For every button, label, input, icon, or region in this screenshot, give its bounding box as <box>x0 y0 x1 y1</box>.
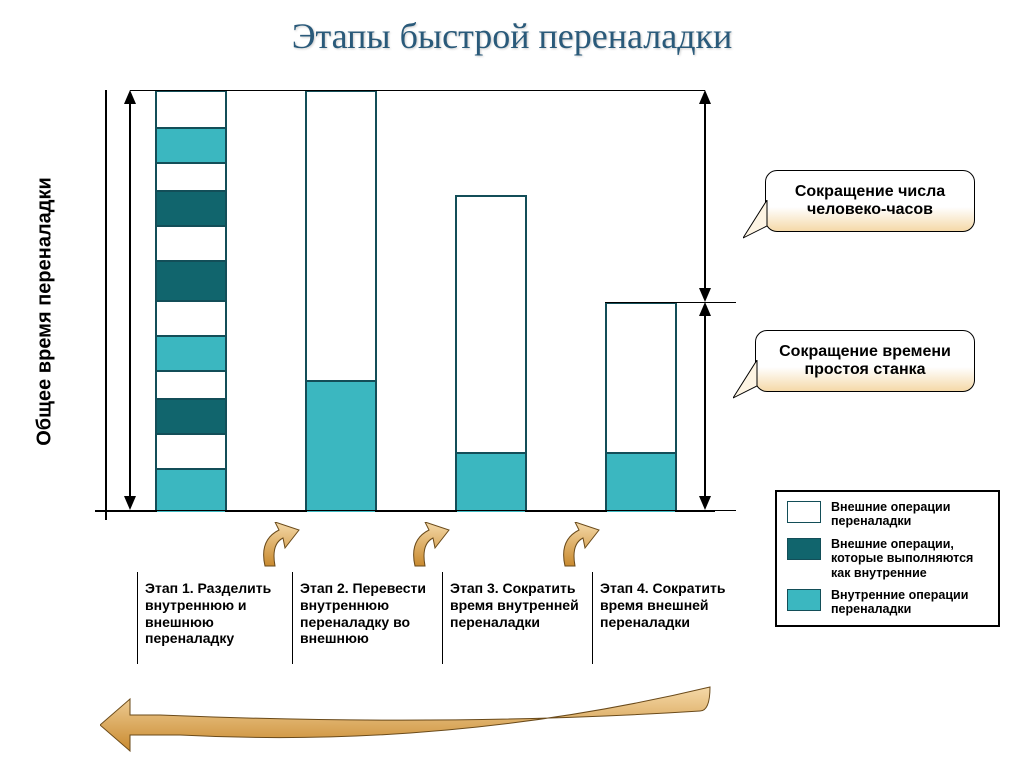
bar-1 <box>155 90 227 510</box>
legend-label: Внутренние операции переналадки <box>831 588 988 617</box>
legend-item: Внутренние операции переналадки <box>787 588 988 617</box>
bar-segment <box>457 452 525 512</box>
bar-segment <box>157 433 225 468</box>
bar-segment <box>157 127 225 162</box>
bar-segment <box>157 335 225 370</box>
bar-3 <box>455 195 527 510</box>
stage-label-2: Этап 2. Перевести внутреннюю переналадку… <box>300 580 440 647</box>
stage-label-3: Этап 3. Сократить время внутренней перен… <box>450 580 590 630</box>
stage-label-4: Этап 4. Сократить время внешней перенала… <box>600 580 740 630</box>
bar-segment <box>157 300 225 335</box>
x-tick <box>592 572 593 664</box>
bar-segment <box>607 452 675 512</box>
legend-swatch <box>787 538 821 560</box>
x-tick <box>137 572 138 664</box>
lead-line <box>130 510 736 511</box>
lead-line <box>605 302 736 303</box>
bar-segment <box>457 197 525 452</box>
bar-4 <box>605 302 677 510</box>
lead-line <box>130 90 705 91</box>
callout-2: Сокращение времени простоя станка <box>755 330 975 392</box>
transition-arrow-1 <box>255 522 310 579</box>
stage-label-1: Этап 1. Разделить внутреннюю и внешнюю п… <box>145 580 285 647</box>
bar-segment <box>157 370 225 398</box>
x-tick <box>442 572 443 664</box>
callout-tail <box>733 360 759 405</box>
legend-item: Внешние операции, которые выполняются ка… <box>787 537 988 580</box>
bar-segment <box>157 225 225 260</box>
bar-segment <box>157 162 225 190</box>
callout-1: Сокращение числа человеко-часов <box>765 170 975 232</box>
legend-swatch <box>787 589 821 611</box>
bar-segment <box>157 398 225 433</box>
page-title: Этапы быстрой переналадки <box>0 15 1024 57</box>
feedback-arrow-shape <box>100 685 740 760</box>
y-axis <box>105 90 107 520</box>
bar-segment <box>307 380 375 512</box>
transition-arrow-3 <box>555 522 610 579</box>
legend-swatch <box>787 501 821 523</box>
legend-item: Внешние операции переналадки <box>787 500 988 529</box>
transition-arrow-2 <box>405 522 460 579</box>
x-tick <box>292 572 293 664</box>
bar-segment <box>157 260 225 300</box>
bar-segment <box>607 304 675 452</box>
legend-label: Внешние операции, которые выполняются ка… <box>831 537 988 580</box>
bar-segment <box>157 468 225 512</box>
bar-segment <box>157 92 225 127</box>
y-axis-label: Общее время переналадки <box>34 162 57 462</box>
legend-label: Внешние операции переналадки <box>831 500 988 529</box>
bar-segment <box>307 92 375 380</box>
bar-2 <box>305 90 377 510</box>
legend-box: Внешние операции переналадки Внешние опер… <box>775 490 1000 627</box>
bar-segment <box>157 190 225 225</box>
callout-tail <box>743 200 769 245</box>
